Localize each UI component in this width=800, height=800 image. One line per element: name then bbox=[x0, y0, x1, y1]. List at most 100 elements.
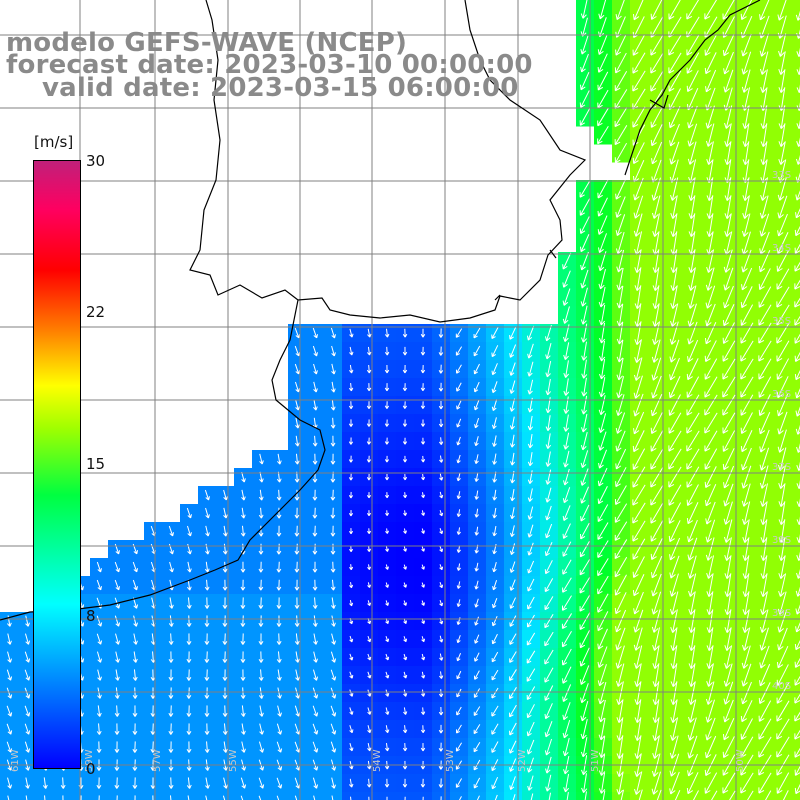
wind-arrow bbox=[491, 345, 499, 358]
wind-arrow bbox=[632, 52, 646, 74]
wind-arrow bbox=[758, 718, 772, 740]
wind-arrow bbox=[258, 669, 264, 681]
wind-arrow bbox=[650, 70, 664, 92]
wind-arrow bbox=[597, 593, 609, 613]
wind-arrow bbox=[597, 558, 609, 577]
wind-arrow bbox=[509, 525, 515, 538]
wind-arrow bbox=[794, 315, 800, 326]
wind-arrow bbox=[204, 633, 210, 645]
wind-arrow bbox=[509, 543, 516, 555]
wind-arrow bbox=[474, 436, 479, 447]
wind-arrow bbox=[687, 735, 698, 759]
wind-arrow bbox=[580, 251, 589, 271]
wind-arrow bbox=[186, 687, 192, 699]
wind-arrow bbox=[313, 651, 318, 663]
wind-arrow bbox=[384, 401, 390, 409]
wind-arrow bbox=[132, 705, 138, 717]
wind-arrow bbox=[186, 669, 192, 681]
wind-arrow bbox=[563, 432, 570, 450]
wind-arrow bbox=[597, 125, 609, 145]
wind-arrow bbox=[241, 489, 246, 501]
wind-arrow bbox=[492, 489, 498, 501]
wind-arrow bbox=[759, 195, 769, 219]
wind-arrow bbox=[420, 743, 426, 752]
wind-arrow bbox=[258, 561, 264, 573]
wind-arrow bbox=[186, 507, 192, 519]
wind-arrow bbox=[614, 142, 628, 164]
wind-arrow bbox=[259, 723, 264, 735]
wind-arrow bbox=[439, 599, 444, 607]
wind-arrow bbox=[704, 340, 717, 362]
wind-arrow bbox=[740, 322, 754, 344]
wind-arrow bbox=[438, 382, 444, 392]
wind-cell bbox=[558, 792, 577, 800]
wind-arrow bbox=[724, 537, 732, 561]
wind-arrow bbox=[366, 383, 372, 392]
wind-cell bbox=[792, 90, 800, 109]
wind-arrow bbox=[794, 693, 800, 704]
wind-arrow bbox=[474, 634, 480, 644]
wind-arrow bbox=[545, 505, 552, 521]
wind-arrow bbox=[367, 653, 372, 661]
wind-arrow bbox=[706, 213, 714, 238]
wind-arrow bbox=[776, 358, 790, 380]
wind-arrow bbox=[294, 723, 301, 735]
wind-arrow bbox=[711, 790, 718, 800]
wind-arrow bbox=[384, 328, 390, 338]
wind-arrow bbox=[614, 125, 628, 146]
wind-arrow bbox=[186, 741, 192, 753]
wind-arrow bbox=[168, 777, 174, 789]
wind-arrow bbox=[597, 233, 607, 254]
wind-arrow bbox=[204, 741, 210, 753]
wind-arrow bbox=[491, 651, 499, 663]
wind-arrow bbox=[723, 267, 734, 291]
wind-arrow bbox=[580, 719, 588, 740]
wind-arrow bbox=[331, 795, 334, 800]
wind-arrow bbox=[259, 453, 264, 465]
wind-arrow bbox=[312, 777, 319, 789]
wind-arrow bbox=[420, 707, 426, 715]
wind-arrow bbox=[24, 741, 31, 753]
wind-arrow bbox=[473, 345, 481, 357]
wind-arrow bbox=[385, 636, 390, 643]
wind-arrow bbox=[492, 525, 497, 537]
wind-arrow bbox=[760, 555, 768, 580]
wind-arrow bbox=[330, 597, 336, 609]
wind-arrow bbox=[330, 489, 336, 501]
wind-arrow bbox=[705, 123, 715, 147]
wind-arrow bbox=[240, 525, 246, 537]
wind-arrow bbox=[686, 0, 700, 20]
wind-arrow bbox=[276, 561, 282, 573]
wind-arrow bbox=[632, 430, 645, 453]
wind-arrow bbox=[294, 561, 300, 573]
wind-arrow bbox=[579, 647, 590, 667]
wind-cell bbox=[792, 216, 800, 235]
wind-arrow bbox=[277, 453, 282, 465]
wind-arrow bbox=[669, 141, 680, 165]
wind-arrow bbox=[742, 195, 750, 219]
wind-arrow bbox=[794, 261, 800, 272]
wind-arrow bbox=[132, 723, 138, 735]
wind-arrow bbox=[651, 195, 661, 219]
wind-arrow bbox=[366, 510, 372, 517]
wind-arrow bbox=[455, 328, 463, 338]
wind-arrow bbox=[687, 519, 698, 543]
wind-arrow bbox=[740, 0, 753, 20]
wind-arrow bbox=[563, 378, 570, 396]
wind-cell bbox=[792, 792, 800, 800]
wind-arrow bbox=[741, 33, 752, 57]
wind-arrow bbox=[632, 0, 644, 21]
wind-arrow bbox=[276, 471, 282, 483]
wind-arrow bbox=[669, 771, 680, 795]
wind-arrow bbox=[402, 328, 408, 338]
wind-arrow bbox=[312, 525, 318, 537]
wind-arrow bbox=[222, 579, 228, 591]
wind-arrow bbox=[670, 303, 679, 327]
wind-arrow bbox=[368, 796, 370, 800]
wind-arrow bbox=[96, 741, 102, 753]
wind-arrow bbox=[729, 790, 736, 800]
longitude-label: 53W bbox=[445, 749, 456, 772]
wind-arrow bbox=[527, 524, 534, 538]
wind-arrow bbox=[740, 718, 753, 740]
wind-arrow bbox=[706, 573, 714, 597]
